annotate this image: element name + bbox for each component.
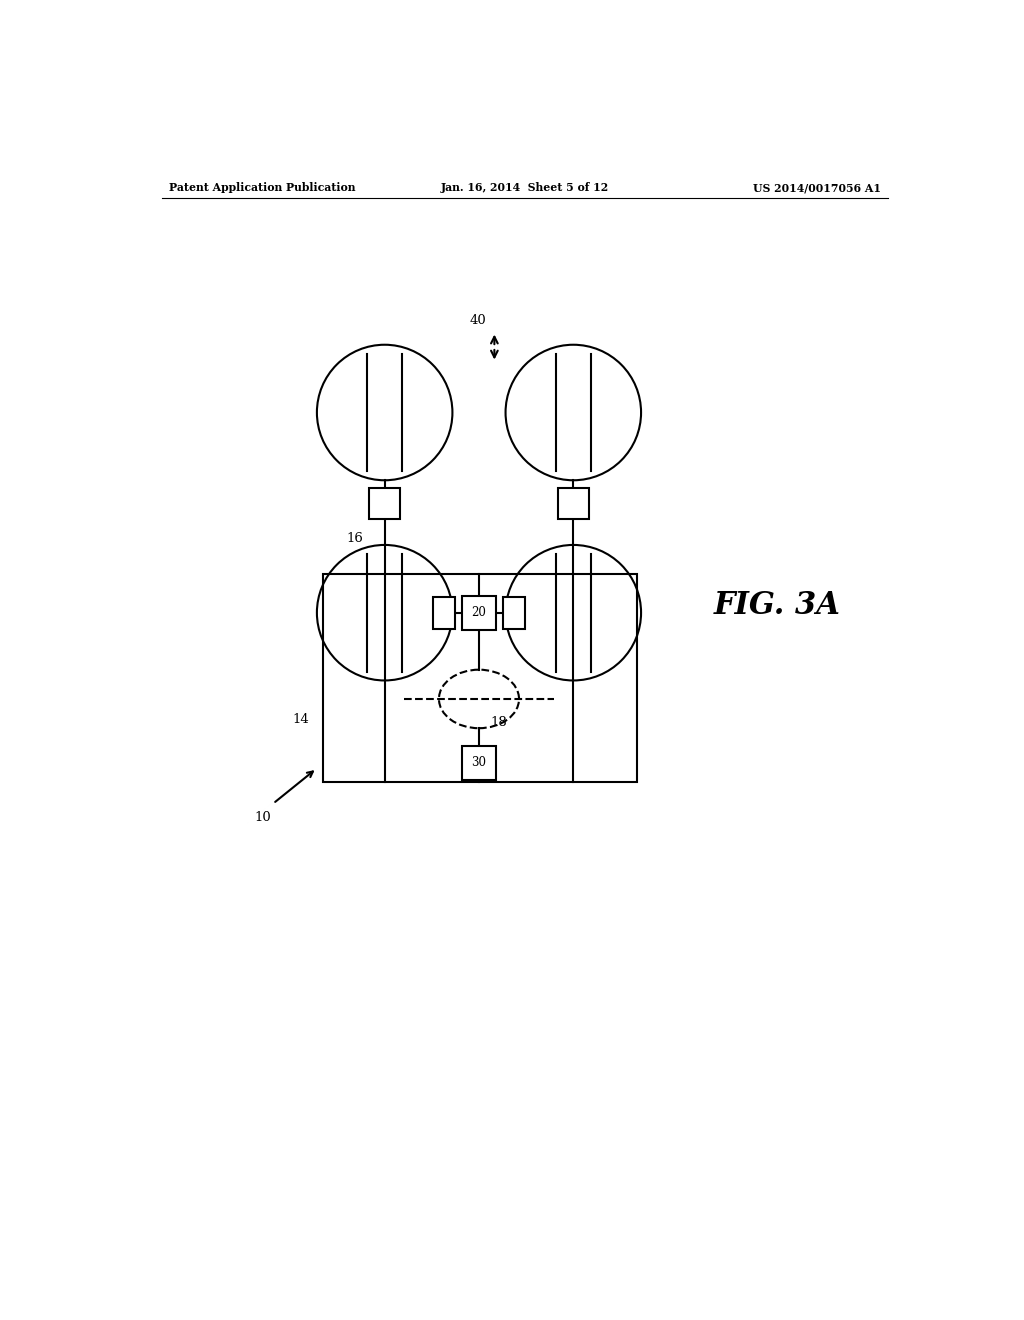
Text: 20: 20 — [471, 606, 486, 619]
Text: 18: 18 — [490, 715, 507, 729]
Text: 10: 10 — [255, 812, 271, 825]
Text: 14: 14 — [293, 713, 309, 726]
Bar — [462, 595, 496, 630]
Bar — [558, 488, 589, 519]
Bar — [462, 746, 496, 780]
Text: Patent Application Publication: Patent Application Publication — [169, 182, 355, 193]
Text: FIG. 3A: FIG. 3A — [714, 590, 841, 620]
Bar — [323, 574, 637, 781]
Bar — [370, 488, 400, 519]
Text: 16: 16 — [346, 532, 364, 545]
Bar — [433, 597, 455, 628]
Text: US 2014/0017056 A1: US 2014/0017056 A1 — [754, 182, 882, 193]
Text: 30: 30 — [471, 756, 486, 770]
Bar — [504, 597, 525, 628]
Text: Jan. 16, 2014  Sheet 5 of 12: Jan. 16, 2014 Sheet 5 of 12 — [440, 182, 609, 193]
Text: 40: 40 — [470, 314, 486, 327]
